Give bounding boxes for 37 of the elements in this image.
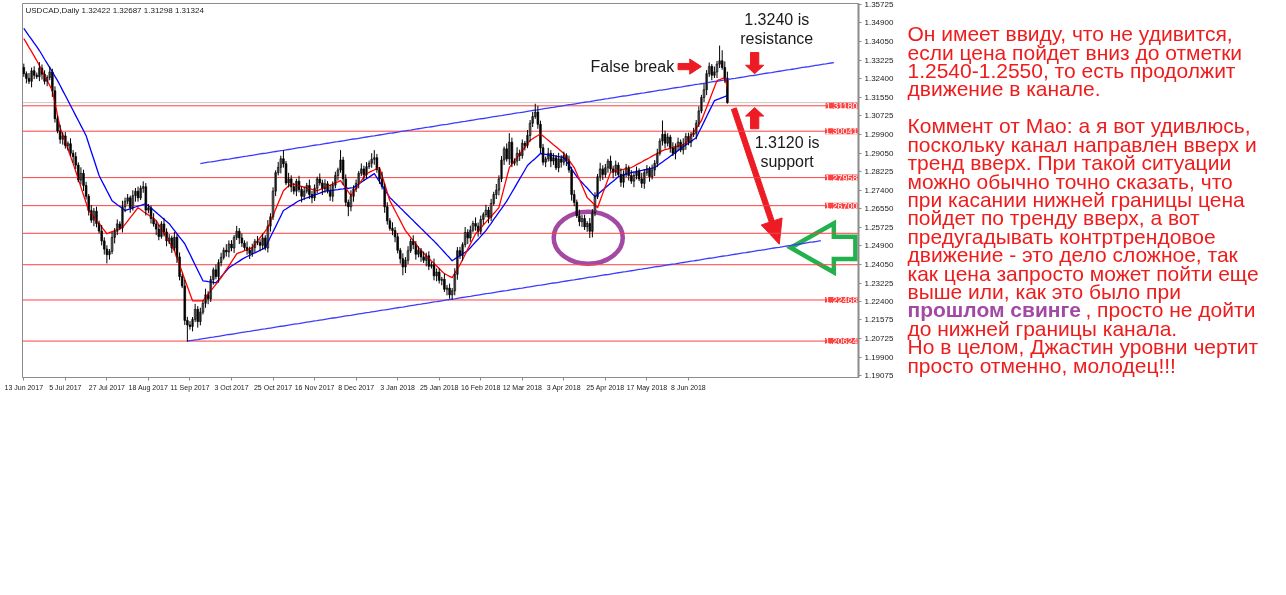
y-tick-label: 1.33225 <box>864 55 894 65</box>
candlestick <box>30 67 33 88</box>
y-tick-label: 1.25725 <box>864 222 894 232</box>
y-tick-label: 1.34900 <box>864 18 894 28</box>
ref-line-label: 1.27958 <box>824 172 858 183</box>
y-tick-label: 1.22400 <box>864 297 894 306</box>
y-tick-label: 1.34050 <box>864 37 894 47</box>
y-tick-label: 1.28225 <box>864 167 894 177</box>
y-tick-label: 1.31550 <box>864 93 894 103</box>
y-tick-label: 1.26550 <box>864 204 894 214</box>
y-tick-label: 1.19075 <box>864 371 894 381</box>
y-tick-label: 1.29900 <box>864 129 894 139</box>
annotation: 1.3120 is support <box>754 133 820 170</box>
text: Он имеет ввиду, что не удивится, если цена пойдет вниз до отметки 1.2540-1.2550, то есть продолжит движение в канале. <box>907 22 1243 101</box>
candlestick <box>370 153 373 168</box>
ref-line-label: 1.22468 <box>824 294 858 305</box>
y-tick-label: 1.24050 <box>864 260 894 270</box>
ref-line-label: 1.30041 <box>824 126 858 137</box>
chart-title: USDCAD,Daily 1.32422 1.32687 1.31298 1.31324 <box>25 5 205 15</box>
y-tick-label: 1.19900 <box>864 352 894 362</box>
y-tick-label: 1.35725 <box>864 0 894 9</box>
y-tick-label: 1.21575 <box>864 315 894 325</box>
y-tick-label: 1.29050 <box>864 148 894 158</box>
y-tick-label: 1.30725 <box>864 111 894 121</box>
annotation: 1.3240 is resistance <box>740 11 814 48</box>
ref-line-label: 1.31180 <box>825 100 858 111</box>
candlestick <box>422 251 425 263</box>
ref-line-label: 1.20624 <box>824 336 858 347</box>
y-tick-label: 1.20725 <box>864 334 894 344</box>
y-tick-label: 1.23225 <box>864 278 894 288</box>
annotation: False break <box>590 58 676 76</box>
ref-line-label: 1.26700 <box>824 200 858 211</box>
y-tick-label: 1.32400 <box>864 74 894 84</box>
line-series <box>186 240 822 342</box>
candlestick <box>640 172 643 188</box>
y-tick-label: 1.24900 <box>864 241 894 251</box>
y-tick-label: 1.27400 <box>864 185 894 195</box>
